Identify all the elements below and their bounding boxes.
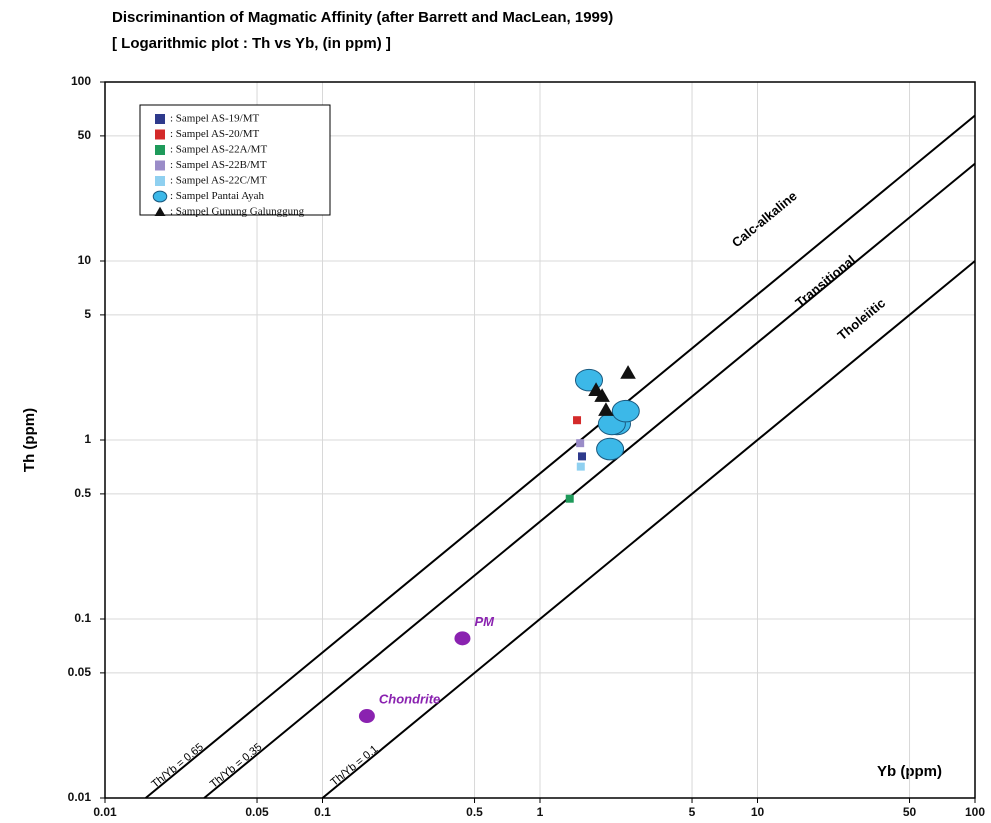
line-name: Calc-alkaline — [729, 188, 800, 250]
marker — [596, 437, 625, 461]
legend-label: : Sampel AS-22C/MT — [170, 175, 267, 187]
legend-marker — [152, 190, 168, 203]
x-tick-label: 10 — [751, 805, 765, 819]
x-tick-label: 0.1 — [314, 805, 331, 819]
legend-label: : Sampel Gunung Galunggung — [170, 206, 305, 218]
marker — [594, 388, 610, 402]
line-ratio-label: Th/Yb = 0.35 — [208, 741, 264, 790]
y-tick-label: 0.05 — [68, 665, 92, 679]
legend-marker — [154, 206, 166, 217]
marker — [578, 452, 587, 461]
legend-marker — [155, 114, 165, 124]
legend-label: : Sampel AS-22B/MT — [170, 159, 267, 171]
y-tick-label: 0.01 — [68, 790, 92, 804]
x-tick-label: 100 — [965, 805, 985, 819]
legend-label: : Sampel AS-19/MT — [170, 113, 260, 125]
ratio-line — [145, 114, 976, 799]
marker — [576, 439, 585, 448]
marker — [598, 402, 614, 416]
chart-title: Discriminantion of Magmatic Affinity (af… — [112, 9, 613, 26]
y-tick-label: 50 — [78, 128, 92, 142]
x-tick-label: 0.01 — [93, 805, 117, 819]
y-tick-label: 0.5 — [74, 486, 91, 500]
legend-box — [139, 104, 331, 216]
line-ratio-label: Th/Yb = 0.1 — [329, 743, 381, 789]
y-tick-label: 100 — [71, 74, 91, 88]
marker — [620, 365, 636, 379]
marker — [576, 462, 585, 471]
chart-subtitle: [ Logarithmic plot : Th vs Yb, (in ppm) … — [112, 35, 391, 52]
legend: : Sampel AS-19/MT : Sampel AS-20/MT : Samp… — [139, 104, 331, 218]
y-tick-label: 1 — [84, 432, 91, 446]
line-name: Tholeiitic — [835, 295, 889, 343]
legend-label: : Sampel AS-20/MT — [170, 128, 260, 140]
reference-label: Chondrite — [379, 691, 440, 706]
marker — [611, 399, 640, 423]
ratio-line — [321, 260, 976, 799]
ratio-line — [203, 162, 976, 799]
legend-marker — [155, 129, 165, 140]
y-axis-label: Th (ppm) — [21, 408, 38, 472]
y-tick-label: 0.1 — [74, 611, 91, 625]
legend-label: : Sampel AS-22A/MT — [170, 144, 267, 156]
x-tick-label: 5 — [689, 805, 696, 819]
marker — [565, 494, 574, 503]
legend-marker — [155, 145, 165, 155]
legend-marker — [155, 176, 165, 186]
y-tick-label: 5 — [84, 307, 91, 321]
y-tick-label: 10 — [78, 253, 92, 267]
reference-label: PM — [474, 614, 495, 629]
legend-marker — [155, 160, 165, 171]
plot-frame — [104, 81, 976, 799]
legend-label: : Sampel Pantai Ayah — [170, 190, 265, 202]
x-tick-label: 1 — [537, 805, 544, 819]
marker — [573, 416, 582, 425]
reference-point — [454, 631, 471, 646]
reference-point — [358, 709, 375, 724]
line-ratio-label: Th/Yb = 0.65 — [149, 741, 205, 790]
x-tick-label: 50 — [903, 805, 917, 819]
x-tick-label: 0.05 — [245, 805, 269, 819]
x-tick-label: 0.5 — [466, 805, 483, 819]
